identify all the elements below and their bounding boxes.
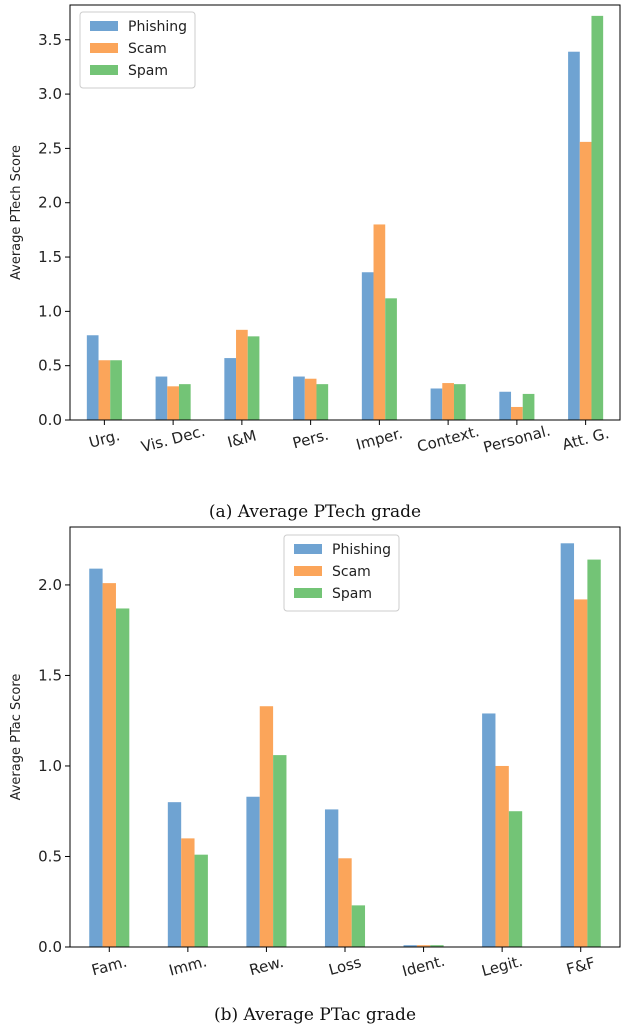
- bar-spam: [522, 393, 535, 420]
- y-tick-label: 0.0: [38, 938, 62, 956]
- bar-scam: [574, 599, 588, 947]
- y-tick-label: 0.5: [38, 357, 62, 375]
- bar-spam: [385, 298, 397, 420]
- bar-scam: [98, 360, 111, 420]
- x-tick-label: Imper.: [354, 424, 404, 454]
- y-tick-label: 1.5: [38, 248, 62, 266]
- bar-scam: [102, 583, 116, 947]
- legend-swatch: [294, 566, 322, 576]
- x-tick-label: Personal.: [481, 421, 552, 456]
- bar-scam: [511, 406, 523, 420]
- bar-scam: [373, 224, 386, 420]
- legend-label: Phishing: [128, 19, 187, 35]
- bar-phishing: [89, 568, 103, 947]
- y-tick-label: 3.0: [38, 85, 62, 103]
- x-tick-label: Context.: [415, 422, 481, 456]
- bar-phishing: [246, 796, 260, 947]
- legend-swatch: [294, 588, 322, 598]
- x-tick-label: Vis. Dec.: [139, 422, 207, 456]
- y-tick-label: 2.0: [38, 194, 62, 212]
- x-tick-label: Legit.: [480, 952, 525, 980]
- bar-scam: [181, 838, 195, 947]
- bar-spam: [316, 384, 329, 420]
- bar-scam: [259, 706, 274, 947]
- y-axis-label: Average PTech Score: [9, 145, 24, 280]
- bar-phishing: [324, 809, 339, 947]
- bar-scam: [236, 329, 248, 420]
- bar-phishing: [482, 713, 496, 947]
- y-tick-label: 3.5: [38, 31, 62, 49]
- bar-scam: [579, 141, 592, 420]
- bar-scam: [167, 386, 179, 420]
- plot-frame: [69, 4, 621, 421]
- y-tick-label: 0.0: [38, 411, 62, 429]
- legend-label: Spam: [332, 586, 372, 602]
- x-tick-label: F&F: [564, 954, 597, 979]
- bar-spam: [587, 559, 601, 947]
- bar-phishing: [361, 272, 374, 420]
- y-tick-label: 2.5: [38, 139, 62, 157]
- bar-spam: [508, 811, 523, 947]
- figure-caption: (a) Average PTech grade: [209, 502, 421, 522]
- bar-phishing: [560, 543, 575, 947]
- x-tick-label: Loss: [327, 953, 364, 979]
- bar-phishing: [86, 335, 99, 420]
- x-tick-label: Pers.: [291, 426, 331, 453]
- bar-spam: [178, 384, 191, 420]
- bar-phishing: [568, 51, 580, 420]
- x-tick-label: I&M: [226, 427, 259, 452]
- bar-spam: [430, 945, 444, 947]
- bar-phishing: [499, 391, 512, 420]
- y-tick-label: 2.0: [38, 576, 62, 594]
- x-tick-label: Att. G.: [560, 424, 611, 454]
- y-tick-label: 1.5: [38, 666, 62, 684]
- bar-scam: [416, 945, 431, 947]
- bar-phishing: [224, 358, 237, 420]
- x-tick-label: Ident.: [400, 952, 447, 981]
- legend-label: Phishing: [332, 542, 391, 558]
- y-axis-label: Average PTac Score: [9, 674, 24, 801]
- bar-scam: [495, 765, 509, 947]
- x-tick-label: Rew.: [247, 953, 285, 979]
- x-tick-label: Fam.: [90, 953, 129, 980]
- bar-spam: [194, 854, 208, 947]
- figure-caption: (b) Average PTac grade: [214, 1005, 416, 1025]
- bar-spam: [273, 755, 287, 947]
- bar-scam: [442, 383, 454, 420]
- bar-spam: [453, 384, 466, 420]
- x-tick-label: Imm.: [167, 952, 209, 979]
- legend-swatch: [90, 65, 118, 75]
- bar-spam: [247, 336, 260, 420]
- bar-scam: [304, 378, 317, 420]
- bar-spam: [351, 905, 366, 947]
- legend-label: Scam: [128, 41, 167, 57]
- bar-phishing: [167, 802, 182, 947]
- bar-phishing: [430, 388, 443, 420]
- y-tick-label: 1.0: [38, 302, 62, 320]
- bar-spam: [110, 360, 122, 420]
- bar-spam: [591, 15, 604, 421]
- legend-label: Scam: [332, 564, 371, 580]
- legend-swatch: [90, 21, 118, 31]
- bar-spam: [115, 608, 130, 947]
- bar-phishing: [403, 945, 417, 947]
- legend-label: Spam: [128, 63, 168, 79]
- y-tick-label: 0.5: [38, 847, 62, 865]
- legend-swatch: [294, 544, 322, 554]
- bar-phishing: [293, 376, 305, 420]
- bar-phishing: [155, 376, 168, 420]
- x-tick-label: Urg.: [87, 426, 122, 451]
- bar-scam: [338, 858, 352, 947]
- y-tick-label: 1.0: [38, 757, 62, 775]
- plot-frame: [69, 526, 621, 948]
- legend-swatch: [90, 43, 118, 53]
